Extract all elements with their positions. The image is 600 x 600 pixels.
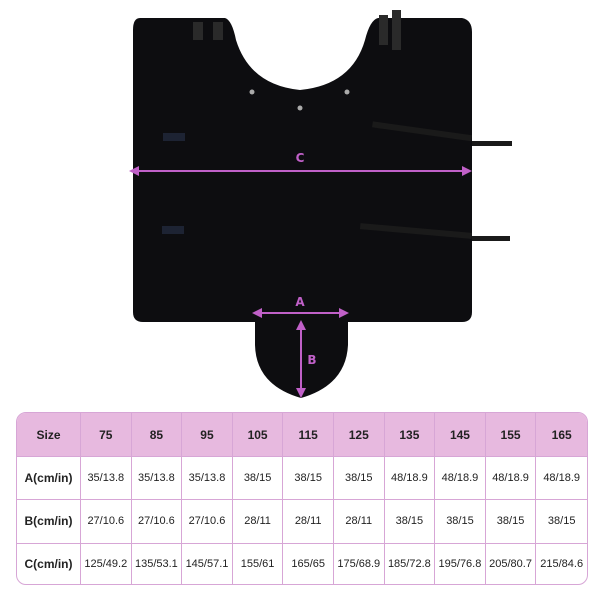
- size-chart-table: Size 75 85 95 105 115 125 135 145 155 16…: [16, 412, 588, 585]
- table-cell: 215/84.6: [540, 557, 584, 570]
- table-cell: 48/18.9: [485, 457, 537, 501]
- table-cell: 48/18.9: [435, 457, 486, 501]
- blanket-body: [133, 18, 472, 398]
- table-cell: 48/18.9: [384, 457, 436, 501]
- table-cell: 35/13.8: [81, 457, 132, 501]
- table-cell: 48/18.9: [536, 457, 587, 501]
- table-cell: 27/10.6: [182, 500, 233, 544]
- table-cell: 28/11: [333, 500, 385, 544]
- table-cell: 38/15: [384, 500, 436, 544]
- table-row: C(cm/in) 125/49.2 135/53.1 145/57.1 155/…: [17, 543, 587, 584]
- table-cell: 135/53.1: [132, 543, 183, 584]
- table-cell: 195/76.8: [435, 543, 486, 584]
- table-row: B(cm/in) 27/10.6 27/10.6 27/10.6 28/11 2…: [17, 500, 587, 544]
- table-cell: 38/15: [232, 457, 284, 501]
- table-cell: 38/15: [283, 457, 334, 501]
- horse-blanket-diagram: C A B: [129, 10, 512, 398]
- dimension-c-label: C: [296, 151, 305, 165]
- table-cell: 38/15: [435, 500, 486, 544]
- table-cell: 38/15: [485, 500, 537, 544]
- table-cell: 145/57.1: [182, 543, 233, 584]
- table-cell: 27/10.6: [131, 500, 183, 544]
- table-cell: 27/10.6: [81, 500, 132, 544]
- table-cell: 125/49.2: [81, 543, 132, 584]
- row-header: B(cm/in): [17, 500, 81, 544]
- table-cell: 165/65: [283, 543, 334, 584]
- table-cell: 35/13.8: [131, 457, 183, 501]
- table-cell: 35/13.8: [182, 457, 233, 501]
- header-cell: 75: [81, 413, 132, 457]
- header-cell: 155: [485, 413, 537, 457]
- header-cell: 85: [131, 413, 183, 457]
- header-cell: 145: [435, 413, 486, 457]
- row-header: A(cm/in): [17, 457, 81, 501]
- table-cell: 155/61: [233, 543, 284, 584]
- header-cell: 105: [232, 413, 284, 457]
- table-cell: 185/72.8: [385, 543, 436, 584]
- header-cell: 165: [536, 413, 587, 457]
- header-cell: Size: [17, 413, 81, 457]
- header-cell: 95: [182, 413, 233, 457]
- table-cell: 28/11: [232, 500, 284, 544]
- dimension-a-label: A: [295, 295, 305, 309]
- table-cell: 38/15: [333, 457, 385, 501]
- table-row: A(cm/in) 35/13.8 35/13.8 35/13.8 38/15 3…: [17, 457, 587, 501]
- header-cell: 135: [384, 413, 436, 457]
- table-cell: 175/68.9: [334, 543, 385, 584]
- header-cell: 125: [333, 413, 385, 457]
- table-cell: 205/80.7: [486, 543, 537, 584]
- dimension-b-label: B: [307, 353, 316, 367]
- strap-icons: [162, 10, 512, 241]
- table-header-row: Size 75 85 95 105 115 125 135 145 155 16…: [17, 413, 587, 457]
- row-header: C(cm/in): [17, 543, 81, 584]
- header-cell: 115: [283, 413, 334, 457]
- table-cell: 38/15: [536, 500, 587, 544]
- table-cell: 28/11: [283, 500, 334, 544]
